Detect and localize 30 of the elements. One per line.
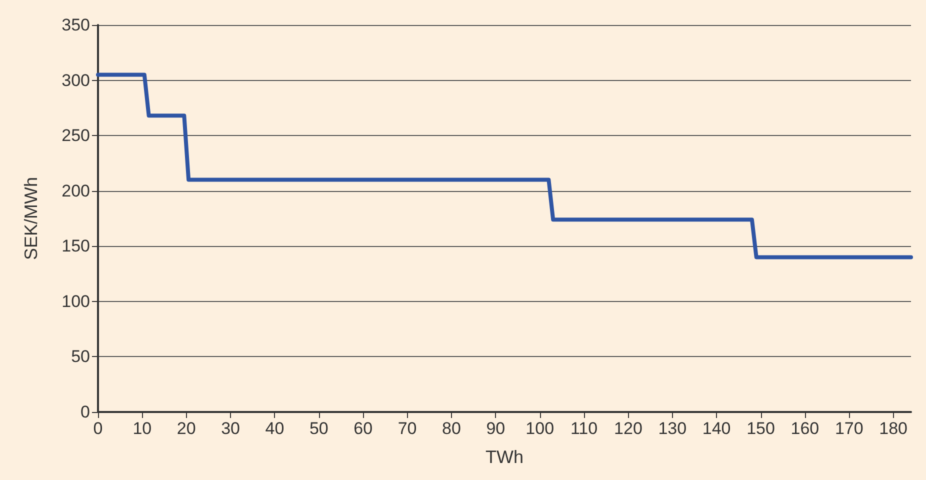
- line-series: [96, 72, 913, 260]
- y-tick-label: 350: [62, 16, 90, 34]
- y-tick-label: 250: [62, 126, 90, 146]
- x-tick-label: 30: [221, 419, 240, 438]
- y-axis-title: SEK/MWh: [21, 176, 41, 260]
- x-tick-label: 90: [486, 419, 506, 438]
- y-tick-label: 0: [80, 402, 90, 422]
- y-tick-label: 100: [62, 292, 90, 311]
- y-tick-label: 50: [71, 347, 90, 366]
- y-tick-label: 200: [62, 181, 90, 200]
- x-tick-label: 150: [746, 419, 775, 438]
- y-tick-label: 300: [62, 70, 90, 90]
- x-tick-label: 40: [265, 419, 284, 438]
- x-tick-label: 110: [570, 419, 598, 438]
- y-tick-label: 150: [62, 236, 90, 256]
- x-tick-label: 50: [309, 419, 328, 438]
- x-tick-label: 20: [176, 419, 196, 438]
- x-tick-label: 0: [93, 419, 103, 438]
- x-tick-label: 60: [354, 419, 373, 438]
- x-tick-label: 80: [442, 419, 461, 438]
- x-tick-label: 100: [526, 419, 554, 438]
- x-tick-label: 170: [834, 419, 864, 438]
- x-tick-label: 140: [702, 419, 731, 438]
- x-tick-label: 180: [879, 419, 908, 438]
- x-tick-label: 130: [658, 419, 687, 438]
- x-tick-label: 160: [790, 419, 820, 438]
- x-tick-label: 120: [614, 419, 642, 438]
- x-tick-label: 70: [398, 419, 417, 438]
- x-tick-label: 10: [132, 419, 152, 438]
- x-axis-title: TWh: [486, 447, 524, 467]
